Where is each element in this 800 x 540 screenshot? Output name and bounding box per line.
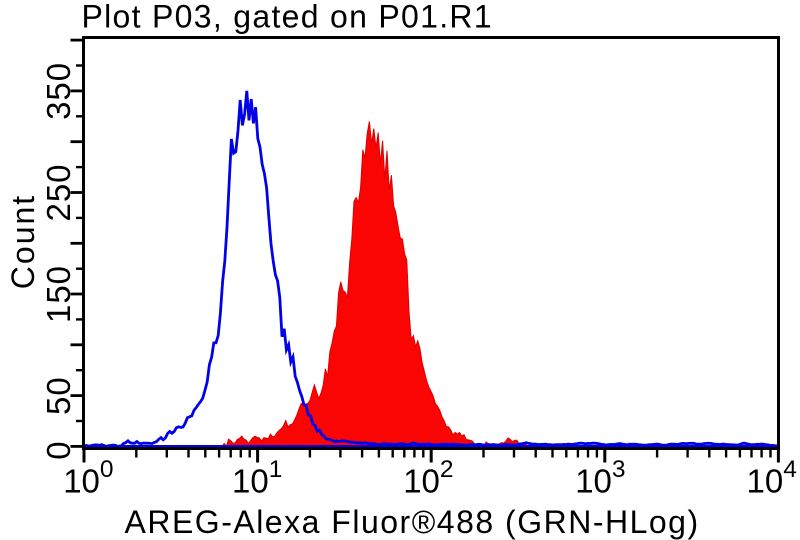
svg-text:Plot P03, gated on P01.R1: Plot P03, gated on P01.R1	[82, 0, 493, 34]
svg-text:350: 350	[40, 62, 77, 120]
svg-text:150: 150	[40, 265, 77, 323]
svg-text:Count: Count	[5, 194, 41, 289]
svg-text:0: 0	[40, 440, 77, 459]
svg-text:100: 100	[63, 456, 113, 500]
svg-text:250: 250	[40, 163, 77, 221]
svg-text:50: 50	[40, 376, 77, 415]
svg-text:AREG-Alexa Fluor®488 (GRN-HLog: AREG-Alexa Fluor®488 (GRN-HLog)	[125, 504, 700, 540]
